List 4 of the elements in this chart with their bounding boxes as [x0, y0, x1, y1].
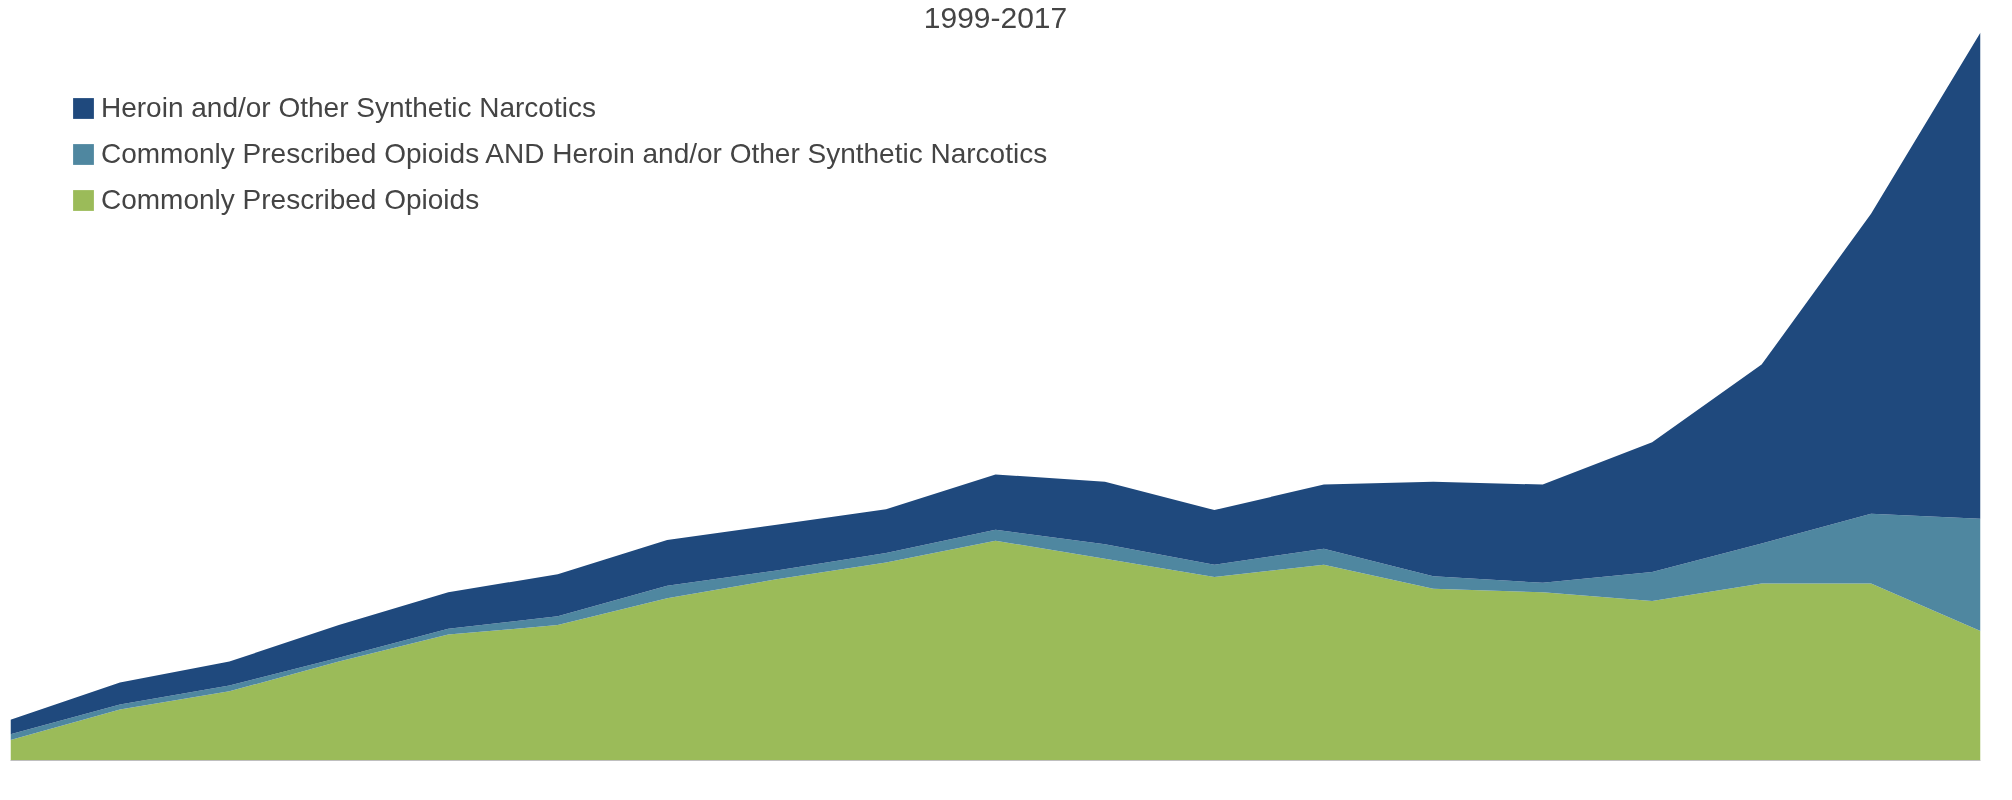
- legend-label: Commonly Prescribed Opioids AND Heroin and/or Other Synthetic Narcotics: [101, 138, 1048, 170]
- legend-label: Commonly Prescribed Opioids: [101, 184, 480, 216]
- legend-label: Heroin and/or Other Synthetic Narcotics: [101, 92, 596, 124]
- chart-title: 1999-2017: [923, 0, 1068, 34]
